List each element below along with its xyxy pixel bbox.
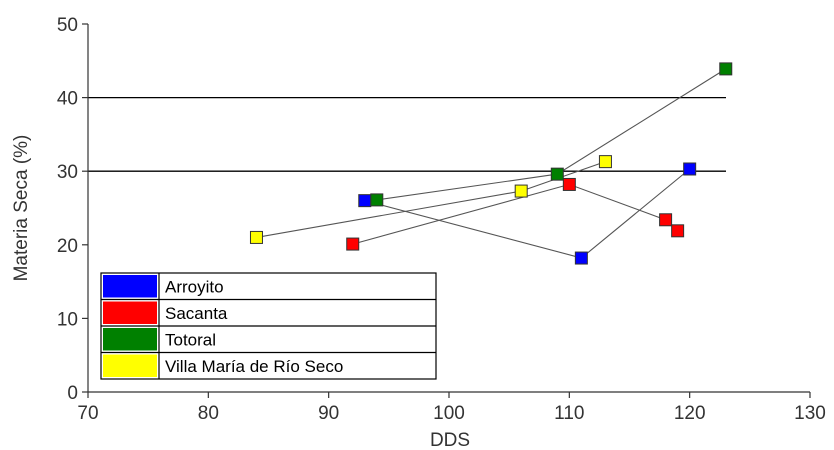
data-point	[562, 177, 576, 191]
data-point	[683, 162, 697, 176]
series-line-0	[364, 168, 691, 259]
x-tick-label: 120	[674, 403, 706, 424]
legend-swatch	[103, 328, 157, 351]
x-tick-label: 100	[433, 403, 465, 424]
y-axis-title: Materia Seca (%)	[11, 135, 32, 282]
x-tick-label: 130	[794, 403, 826, 424]
data-point	[719, 62, 733, 76]
data-point	[358, 194, 372, 208]
y-tick-label: 20	[57, 236, 78, 257]
y-ticks: 0 10 20 30 40 50	[57, 15, 88, 404]
data-point	[659, 213, 673, 227]
data-point	[550, 167, 564, 181]
data-point	[370, 193, 384, 207]
data-point	[574, 251, 588, 265]
legend-swatch	[103, 275, 157, 298]
data-point	[598, 155, 612, 169]
legend-label: Totoral	[165, 331, 216, 350]
x-tick-label: 110	[554, 403, 584, 424]
legend: Arroyito Sacanta Totoral Villa María de Río…	[100, 272, 437, 380]
legend-label: Villa María de Río Seco	[165, 357, 343, 376]
data-point	[514, 184, 528, 198]
y-tick-label: 30	[57, 162, 78, 183]
x-tick-label: 70	[77, 403, 98, 424]
x-ticks: 70 80 90 100 110 120 130	[77, 392, 826, 424]
y-tick-label: 50	[57, 15, 78, 36]
series-markers	[249, 62, 733, 265]
data-point	[671, 224, 685, 238]
legend-label: Sacanta	[165, 304, 228, 323]
y-tick-label: 0	[67, 383, 78, 404]
legend-label: Arroyito	[165, 278, 224, 297]
y-tick-label: 10	[57, 309, 78, 330]
data-point	[346, 237, 360, 251]
x-tick-label: 90	[318, 403, 339, 424]
x-axis-title: DDS	[430, 430, 470, 450]
legend-swatch	[103, 354, 157, 377]
y-tick-label: 40	[57, 89, 78, 110]
x-tick-label: 80	[198, 403, 219, 424]
legend-swatch	[103, 301, 157, 324]
reference-lines	[88, 96, 726, 172]
data-point	[249, 230, 263, 244]
